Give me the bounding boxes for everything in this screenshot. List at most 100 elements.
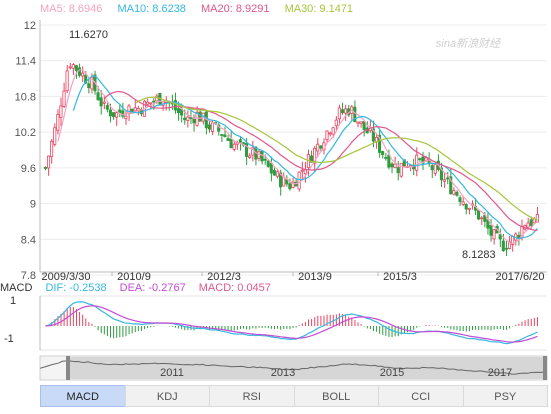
macd-title: MACD <box>0 282 33 294</box>
candle <box>87 83 91 89</box>
tab-cci[interactable]: CCI <box>378 385 464 407</box>
candle <box>108 109 112 117</box>
candle <box>198 111 202 122</box>
tab-psy[interactable]: PSY <box>462 385 548 407</box>
candle <box>43 167 47 169</box>
candle <box>220 134 224 136</box>
time-tick-label: 2009/3/30 <box>42 271 91 283</box>
tab-boll[interactable]: BOLL <box>293 385 379 407</box>
candle <box>297 171 301 190</box>
dif-line <box>45 301 538 345</box>
tab-rsi[interactable]: RSI <box>209 385 295 407</box>
candle <box>319 145 323 149</box>
candle <box>356 121 360 124</box>
navigator-year-label: 2015 <box>380 367 404 379</box>
candle <box>77 67 82 76</box>
candle <box>464 203 468 210</box>
candle <box>65 70 69 92</box>
candle <box>176 108 181 114</box>
ma20-legend: MA20: 8.9291 <box>201 3 270 15</box>
macd-panel[interactable] <box>45 301 538 345</box>
candle <box>477 209 481 220</box>
ma20-line <box>103 90 538 231</box>
candle <box>517 235 521 238</box>
candle <box>291 181 295 189</box>
candle <box>145 101 150 105</box>
navigator-right-handle <box>543 356 547 380</box>
candle <box>343 108 348 114</box>
price-tick-label: 10.8 <box>15 91 36 103</box>
candle <box>81 72 85 77</box>
candle <box>337 107 341 120</box>
candle <box>498 234 502 240</box>
candle <box>384 157 388 159</box>
candle <box>223 134 227 138</box>
price-tick-label: 9 <box>30 199 36 211</box>
candle <box>461 201 465 205</box>
navigator-year-label: 2017 <box>488 367 512 379</box>
candle <box>149 102 153 105</box>
candle <box>492 229 496 240</box>
candle <box>309 155 314 163</box>
candle <box>133 107 137 112</box>
candle <box>260 150 264 162</box>
candle <box>371 128 375 142</box>
candle <box>53 127 57 145</box>
candle <box>421 156 425 164</box>
ma-lines <box>57 69 538 245</box>
navigator-year-label: 2013 <box>271 367 295 379</box>
macd-tick-label: 1 <box>10 295 16 307</box>
time-tick-label: 2017/6/20 <box>496 271 545 283</box>
candle <box>269 163 273 174</box>
indicator-tabs: MACD KDJ RSI BOLL CCI PSY <box>40 385 548 407</box>
candle <box>244 142 249 157</box>
candle <box>449 176 453 195</box>
candle <box>272 170 276 176</box>
candle <box>96 92 100 101</box>
range-navigator[interactable]: 2011 2013 2015 2017 <box>39 355 548 381</box>
high-annotation: 11.6270 <box>69 29 108 41</box>
candle <box>71 64 75 69</box>
ma30-line <box>134 96 538 221</box>
macd-legend: MACD DIF: -0.2538 DEA: -0.2767 MACD: 0.0… <box>0 282 281 294</box>
time-tick-label: 2012/3 <box>207 271 241 283</box>
candle <box>288 183 292 190</box>
navigator-line <box>39 360 548 375</box>
ma10-line <box>72 75 538 240</box>
candle <box>189 117 193 119</box>
candle <box>279 172 283 188</box>
macd-tick-label: -1 <box>4 333 14 345</box>
ma5-legend: MA5: 8.6946 <box>40 3 103 15</box>
ma-legend: MA5: 8.6946 MA10: 8.6238 MA20: 8.9291 MA… <box>40 3 365 15</box>
time-tick-label: 2013/9 <box>298 271 332 283</box>
candle <box>504 247 508 250</box>
candle <box>68 66 72 69</box>
candle <box>415 154 419 171</box>
candle <box>433 164 437 174</box>
navigator-left-handle <box>66 356 70 380</box>
price-tick-label: 7.8 <box>21 270 36 282</box>
candle <box>59 105 63 118</box>
candle <box>430 165 434 171</box>
candle <box>353 106 357 123</box>
price-tick-label: 11.4 <box>15 56 36 68</box>
candles[interactable] <box>43 62 539 256</box>
candle <box>152 100 156 103</box>
navigator-year-label: 2011 <box>160 367 184 379</box>
candle <box>238 139 242 143</box>
dea-legend: DEA: -0.2767 <box>119 282 186 294</box>
tab-macd[interactable]: MACD <box>40 385 126 407</box>
candle <box>455 191 459 196</box>
time-tick-label: 2010/9 <box>117 271 151 283</box>
tab-kdj[interactable]: KDJ <box>124 385 210 407</box>
candle <box>387 154 391 168</box>
candle <box>396 167 400 174</box>
candle <box>480 217 484 220</box>
candle <box>418 158 422 161</box>
time-axis: 2009/3/30 2010/9 2012/3 2013/9 2015/3 2017/6/… <box>42 271 545 283</box>
candle <box>439 167 443 181</box>
candle <box>121 110 125 117</box>
candle <box>186 116 190 121</box>
candle <box>300 169 304 172</box>
